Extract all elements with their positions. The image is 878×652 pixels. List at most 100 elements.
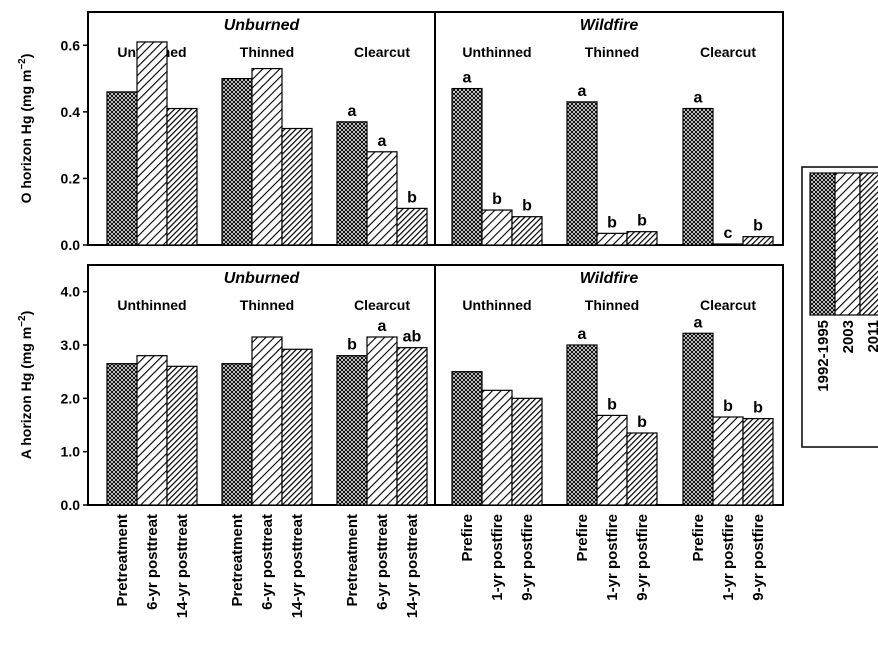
y-tick-label: 0.0 [61,497,81,513]
bar [742,418,774,506]
bar [596,414,628,506]
y-axis-label-sup: −2 [17,58,28,70]
x-tick-label: 6-yr posttreat [374,514,391,610]
bar [712,416,744,506]
x-tick-label: Prefire [459,514,476,562]
significance-letter: b [347,337,357,354]
group-label: Thinned [240,44,294,60]
bar [221,363,253,506]
significance-letter: b [407,189,417,206]
chart-layer: 0.0 0.2 0.4 0.6 O horizon Hg (mg m−2) Unburne… [17,11,878,618]
x-tick-label: 1-yr postfire [604,514,621,601]
group-label: Thinned [240,297,294,313]
bar [511,397,543,506]
bar [682,107,714,246]
bar [251,336,283,506]
x-tick-label: 9-yr postfire [519,514,536,601]
group-label: Clearcut [700,44,756,60]
x-tick-label: 14-yr posttreat [174,514,191,618]
y-tick-label: 0.6 [61,37,81,53]
significance-letter: b [607,396,617,413]
y-tick-label: 1.0 [61,444,81,460]
x-tick-label: Prefire [574,514,591,562]
bar [626,432,658,506]
legend-swatch [834,172,861,316]
y-axis-label: A horizon Hg (mg m−2) [17,311,34,460]
legend-label: 2003 [840,320,857,353]
x-tick-label: 1-yr postfire [720,514,737,601]
bar [712,243,744,246]
section-title: Unburned [224,270,301,287]
bar [682,332,714,506]
bar [166,365,198,506]
bar [281,348,313,506]
legend-swatch [809,172,836,316]
group-label: Unthinned [462,297,531,313]
x-tick-label: 6-yr posttreat [144,514,161,610]
significance-letter: a [694,90,703,107]
y-axis-label: O horizon Hg (mg m−2) [17,54,34,204]
bar [106,363,138,506]
group-label: Clearcut [354,44,410,60]
section-title: Wildfire [580,270,639,287]
group-label: Unthinned [117,297,186,313]
bar [481,389,513,506]
group-label: Clearcut [354,297,410,313]
significance-letter: b [637,414,647,431]
bar [451,87,483,246]
bar [336,355,368,506]
legend-label: 1992-1995 [815,320,832,392]
bar [166,107,198,246]
x-tick-label: 14-yr posttreat [289,514,306,618]
significance-letter: a [378,318,387,335]
significance-letter: ab [403,329,422,346]
significance-letter: a [578,83,587,100]
bar [596,232,628,246]
y-tick-label: 4.0 [61,284,81,300]
section-title: Wildfire [580,17,639,34]
significance-letter: a [348,103,357,120]
bar [481,209,513,246]
legend-swatch [859,172,878,316]
x-tick-label: Pretreatment [344,514,361,607]
y-axis-label-main: A horizon Hg (mg m [18,327,34,459]
significance-letter: a [694,314,703,331]
bar [251,67,283,246]
significance-letter: c [724,225,733,242]
group-label: Unthinned [462,44,531,60]
x-tick-label: 9-yr postfire [634,514,651,601]
bar [136,355,168,506]
bar [742,236,774,246]
y-tick-label: 0.2 [61,170,81,186]
y-axis-label-end: ) [18,311,34,316]
x-tick-label: 9-yr postfire [750,514,767,601]
y-tick-label: 2.0 [61,390,81,406]
significance-letter: a [378,133,387,150]
significance-letter: b [723,398,733,415]
bar [626,231,658,246]
bar [566,101,598,246]
significance-letter: b [492,191,502,208]
significance-letter: b [637,213,647,230]
section-title: Unburned [224,17,301,34]
bar [396,347,428,506]
bar [336,121,368,246]
y-tick-label: 3.0 [61,337,81,353]
y-axis-label-end: ) [18,54,34,59]
bar [366,336,398,506]
significance-letter: a [463,70,472,87]
significance-letter: b [607,214,617,231]
significance-letter: b [753,218,763,235]
x-tick-label: Pretreatment [229,514,246,607]
bar [451,371,483,506]
bar [281,127,313,246]
group-label: Clearcut [700,297,756,313]
bar [106,91,138,246]
y-tick-label: 0.4 [61,104,81,120]
bar [396,207,428,246]
bar [136,41,168,246]
y-axis-label-sup: −2 [17,315,28,327]
x-tick-label: Prefire [690,514,707,562]
significance-letter: b [753,400,763,417]
